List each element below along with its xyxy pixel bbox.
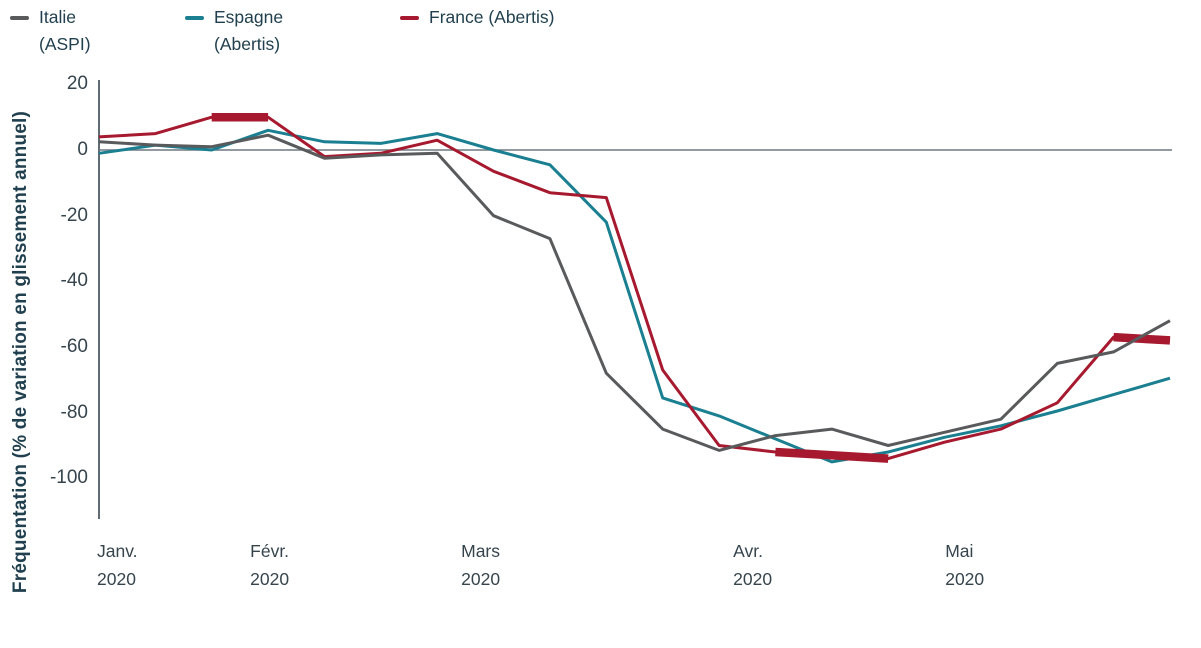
- legend-item-france: France (Abertis): [400, 4, 554, 31]
- x-tick-label: Mars 2020: [461, 541, 501, 589]
- y-tick-label: 20: [66, 73, 88, 95]
- y-tick-label: -80: [60, 401, 88, 423]
- y-tick-label: -40: [60, 270, 88, 292]
- y-tick-label: -20: [60, 204, 88, 226]
- series-line-italie: [98, 133, 1171, 452]
- legend-label-italie: Italie (ASPI): [39, 7, 91, 54]
- france-line-swatch: [400, 16, 419, 20]
- x-tick-label: Févr. 2020: [250, 541, 290, 589]
- x-tick-label: Janv. 2020: [97, 541, 138, 589]
- x-tick-label: Mai 2020: [945, 541, 985, 589]
- series-emphasis-france: [775, 447, 889, 463]
- legend-item-espagne: Espagne (Abertis): [185, 4, 283, 58]
- legend-label-france: France (Abertis): [429, 7, 555, 27]
- italie-line-swatch: [10, 16, 29, 20]
- x-tick-label: Avr. 2020: [733, 541, 773, 589]
- espagne-line-swatch: [185, 16, 204, 20]
- y-tick-label: -60: [60, 335, 88, 357]
- series-line-france: [98, 115, 1171, 461]
- legend-item-italie: Italie (ASPI): [10, 4, 91, 58]
- legend-label-espagne: Espagne (Abertis): [214, 7, 284, 54]
- series-emphasis-france: [1113, 332, 1171, 345]
- y-tick-label: 0: [77, 139, 88, 160]
- series-line-espagne: [98, 128, 1171, 464]
- y-tick-label: -100: [49, 467, 88, 489]
